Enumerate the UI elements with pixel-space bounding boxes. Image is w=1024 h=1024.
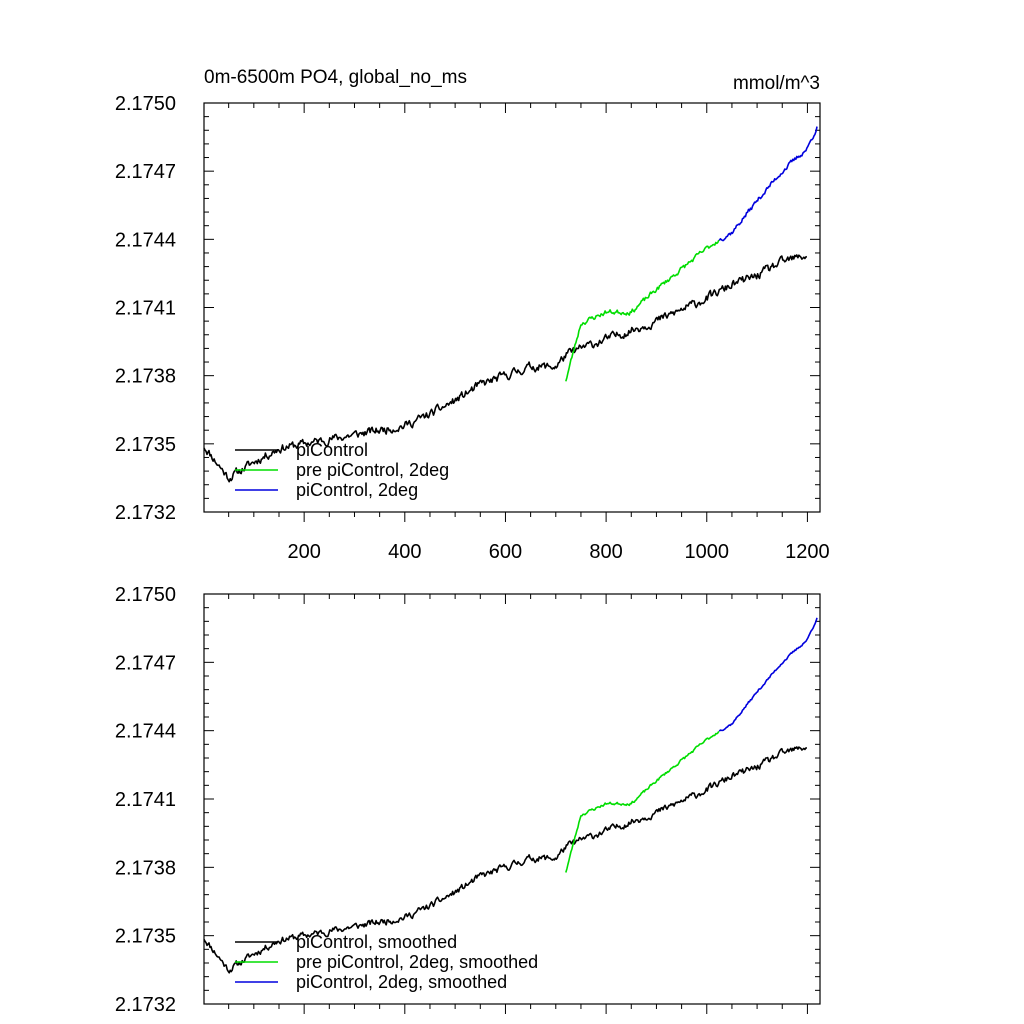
legend-label: piControl, 2deg (296, 480, 418, 500)
chart-panel-1: 2.1732 2.1735 2.1738 2.1741 2.1744 2.1747 2.17… (115, 67, 830, 563)
chart-title: 0m-6500m PO4, global_no_ms (204, 67, 467, 88)
x-tick-label: 1200 (785, 541, 830, 563)
y-tick-label: 2.1738 (115, 366, 176, 388)
y-tick-label: 2.1747 (115, 652, 176, 674)
chart-units: mmol/m^3 (733, 73, 820, 94)
x-tick-label: 1000 (685, 541, 730, 563)
legend-label: piControl, 2deg, smoothed (296, 972, 507, 992)
y-tick-label: 2.1750 (115, 584, 176, 606)
legend-label: piControl, smoothed (296, 932, 457, 952)
y-tick-label: 2.1738 (115, 857, 176, 879)
y-tick-label: 2.1744 (115, 229, 176, 251)
y-tick-label: 2.1735 (115, 926, 176, 948)
x-tick-label: 200 (287, 541, 320, 563)
y-tick-label: 2.1741 (115, 298, 176, 320)
y-tick-label: 2.1735 (115, 434, 176, 456)
series-line-1 (203, 746, 808, 974)
y-tick-label: 2.1750 (115, 93, 176, 115)
y-tick-label: 2.1741 (115, 789, 176, 811)
series-line-3 (718, 617, 818, 732)
x-tick-label: 800 (589, 541, 622, 563)
series-line-1 (203, 254, 808, 483)
x-tick-label: 600 (489, 541, 522, 563)
y-tick-label: 2.1732 (115, 502, 176, 524)
series-line-2 (565, 730, 720, 873)
series-line-3 (718, 126, 818, 242)
x-tick-label: 400 (388, 541, 421, 563)
legend-label: pre piControl, 2deg, smoothed (296, 952, 538, 972)
y-tick-label: 2.1747 (115, 161, 176, 183)
y-tick-label: 2.1732 (115, 994, 176, 1016)
chart-panel-2: 2.1732 2.1735 2.1738 2.1741 2.1744 2.1747 2.17… (115, 584, 821, 1016)
series-line-2 (565, 239, 720, 382)
legend-label: piControl (296, 440, 368, 460)
y-tick-label: 2.1744 (115, 721, 176, 743)
legend-label: pre piControl, 2deg (296, 460, 449, 480)
